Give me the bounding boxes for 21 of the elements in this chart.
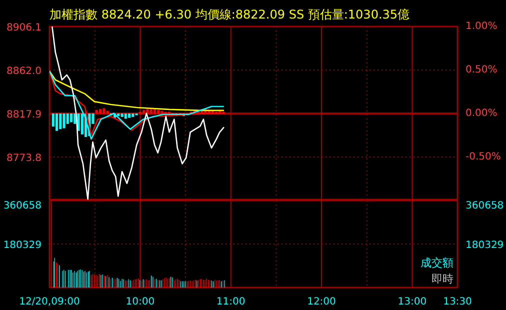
x-tick-label: 11:00	[216, 296, 246, 308]
y-tick-label: 8817.9	[6, 110, 42, 120]
x-tick-label: 13:00	[398, 296, 427, 308]
y-tick-label: 360658	[3, 200, 42, 212]
x-tick-label: 12/20,09:00	[19, 296, 80, 308]
y2-tick-label: -0.50%	[466, 152, 501, 162]
y-tick-label: 8862.0	[6, 66, 42, 77]
x-tick-label: 12:00	[307, 296, 336, 308]
chart-title: 加權指數 8824.20 +6.30 均價線:8822.09 SS 預估量:1030.35億	[50, 8, 410, 22]
y-tick-label: 180329	[3, 240, 42, 251]
annotation: 成交額	[420, 256, 454, 270]
y2-tick-label: 1.00%	[466, 21, 498, 32]
y2-tick-label: 0.50%	[466, 64, 498, 76]
y-tick-label: 8773.8	[6, 153, 42, 164]
y2-tick-label: 360658	[466, 200, 504, 212]
y-tick-label: 8906.1	[6, 22, 42, 34]
x-tick-label: 13:30	[443, 296, 472, 308]
y2-tick-label: 0.00%	[466, 108, 498, 119]
x-tick-label: 10:00	[126, 296, 155, 308]
y2-tick-label: 180329	[466, 240, 504, 251]
annotation: 即時	[432, 272, 454, 286]
